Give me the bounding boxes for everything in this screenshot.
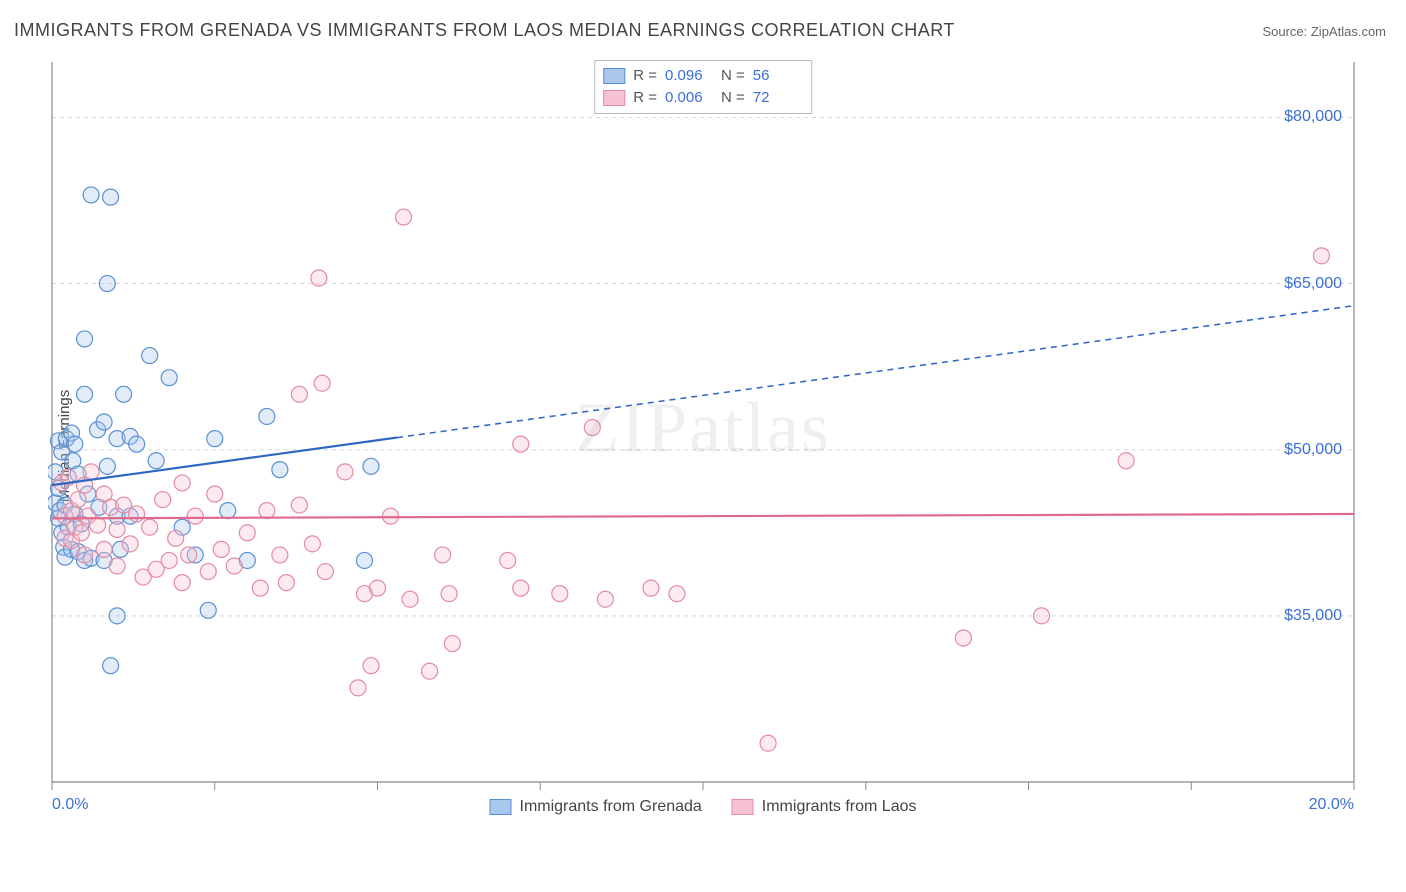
legend-item-grenada: Immigrants from Grenada — [490, 798, 702, 816]
source-label: Source: ZipAtlas.com — [1262, 24, 1386, 39]
y-axis-tick-label: $65,000 — [1284, 275, 1342, 293]
x-axis-min-label: 0.0% — [52, 796, 88, 814]
legend-item-laos: Immigrants from Laos — [732, 798, 917, 816]
chart-title: IMMIGRANTS FROM GRENADA VS IMMIGRANTS FR… — [14, 20, 955, 41]
stat-n-laos: 72 — [753, 87, 801, 109]
swatch-grenada — [490, 799, 512, 815]
stat-r-grenada: 0.096 — [665, 65, 713, 87]
legend-stats-box: R = 0.096 N = 56 R = 0.006 N = 72 — [594, 60, 812, 114]
stat-r-label: R = — [633, 65, 657, 87]
stat-n-label: N = — [721, 65, 745, 87]
swatch-grenada — [603, 68, 625, 84]
y-axis-tick-label: $50,000 — [1284, 441, 1342, 459]
swatch-laos — [732, 799, 754, 815]
legend-series: Immigrants from Grenada Immigrants from … — [490, 798, 917, 816]
stat-r-laos: 0.006 — [665, 87, 713, 109]
x-axis-max-label: 20.0% — [1309, 796, 1354, 814]
stat-n-label: N = — [721, 87, 745, 109]
chart-container: IMMIGRANTS FROM GRENADA VS IMMIGRANTS FR… — [0, 0, 1406, 892]
legend-label-laos: Immigrants from Laos — [762, 798, 917, 816]
y-axis-tick-label: $35,000 — [1284, 607, 1342, 625]
stat-r-label: R = — [633, 87, 657, 109]
y-axis-tick-label: $80,000 — [1284, 108, 1342, 126]
swatch-laos — [603, 90, 625, 106]
plot-area: R = 0.096 N = 56 R = 0.006 N = 72 ZIPatl… — [48, 58, 1358, 828]
legend-stats-row-grenada: R = 0.096 N = 56 — [603, 65, 801, 87]
legend-stats-row-laos: R = 0.006 N = 72 — [603, 87, 801, 109]
legend-label-grenada: Immigrants from Grenada — [520, 798, 702, 816]
chart-svg — [48, 58, 1358, 828]
stat-n-grenada: 56 — [753, 65, 801, 87]
